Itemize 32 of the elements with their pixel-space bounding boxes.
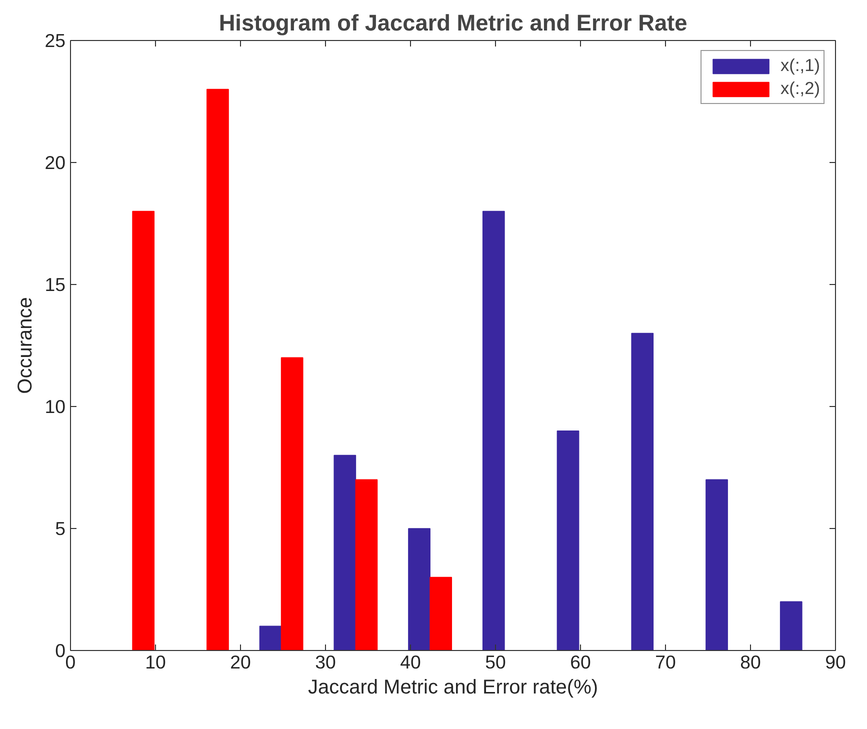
bar	[280, 357, 304, 650]
x-axis-title: Jaccard Metric and Error rate(%)	[308, 676, 598, 698]
x-tick-label: 30	[315, 652, 336, 672]
y-axis-title: Occurance	[14, 297, 37, 394]
x-tick-label: 40	[400, 652, 421, 672]
x-tick-label: 60	[570, 652, 591, 672]
bar	[482, 210, 505, 650]
legend-label: x(:,2)	[780, 78, 820, 99]
bar	[631, 332, 654, 650]
bar	[430, 576, 452, 650]
bar	[556, 430, 580, 650]
bar	[259, 626, 282, 650]
y-tick-label: 10	[44, 396, 66, 417]
x-tick-label: 10	[145, 652, 166, 672]
y-tick-label: 15	[44, 274, 66, 295]
bar	[355, 479, 378, 650]
x-tick-label: 80	[740, 652, 761, 672]
x-tick-label: 90	[825, 652, 846, 672]
y-tick-label: 5	[55, 518, 66, 539]
bar	[334, 454, 356, 650]
bar	[780, 601, 802, 650]
bar	[706, 479, 728, 650]
bar	[206, 88, 229, 650]
legend-label: x(:,1)	[780, 55, 820, 76]
x-tick-label: 20	[230, 652, 251, 672]
y-tick-label: 25	[44, 30, 66, 51]
chart-title: Histogram of Jaccard Metric and Error Rate	[218, 10, 688, 36]
bar	[132, 210, 155, 650]
x-tick-label: 70	[655, 652, 676, 672]
x-tick-label: 50	[485, 652, 506, 672]
y-tick-label: 20	[44, 152, 66, 173]
bar	[408, 528, 430, 650]
